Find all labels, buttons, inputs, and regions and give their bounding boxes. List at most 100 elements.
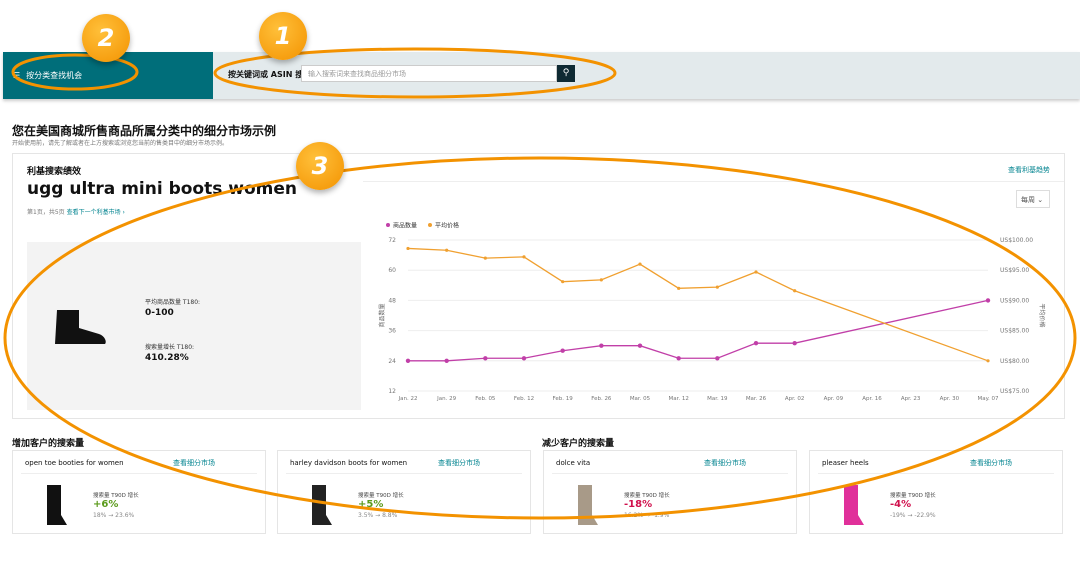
growth-range: 16.2% → -1.9% (624, 512, 670, 519)
data-point (677, 286, 681, 290)
data-point (985, 298, 991, 303)
data-point (753, 340, 759, 346)
y-tick-label: 72 (388, 237, 396, 244)
niche-card: open toe booties for women 查看细分市场 搜索量 T9… (12, 450, 266, 534)
top-bar: ☰ 按分类查找机会 按关键词或 ASIN 搜索 输入搜索词来查找商品细分市场 ⚲ (3, 52, 1080, 99)
data-point (560, 348, 565, 353)
data-point (405, 358, 411, 363)
growth-percent: -4% (890, 499, 912, 510)
data-point (445, 248, 449, 252)
legend-label: 平均价格 (435, 222, 459, 230)
x-tick-label: Feb. 12 (514, 396, 534, 402)
x-tick-label: Apr. 16 (862, 396, 882, 402)
metric-label: 搜索量 T90D 增长 (358, 493, 404, 499)
next-niche-link[interactable]: 查看下一个利基市场 › (66, 209, 125, 216)
product-image (47, 485, 67, 525)
data-point (793, 289, 797, 293)
data-point (521, 356, 527, 361)
data-point (483, 256, 487, 260)
annotation-badge: 1 (259, 12, 307, 60)
niche-keyword: ugg ultra mini boots women (27, 179, 297, 199)
legend-marker (386, 223, 390, 227)
x-tick-label: Apr. 23 (901, 396, 921, 402)
niche-card: dolce vita 查看细分市场 搜索量 T90D 增长 -18% 16.2%… (543, 450, 797, 534)
y-tick-label: 48 (388, 297, 396, 304)
y2-tick-label: US$100.00 (1000, 237, 1033, 244)
y2-tick-label: US$85.00 (1000, 328, 1029, 335)
y2-axis-label: 平均价格 (1038, 303, 1046, 327)
growth-range: 18% → 23.6% (93, 512, 135, 519)
metric-avg-products: 平均商品数量 T180: 0-100 (145, 299, 201, 318)
series-line (407, 247, 989, 362)
metric-label: 搜索量 T90D 增长 (890, 493, 936, 499)
data-point (715, 285, 719, 289)
y2-tick-label: US$90.00 (1000, 297, 1029, 304)
period-select[interactable]: 每周 ⌄ (1016, 190, 1050, 208)
data-point (792, 340, 797, 346)
x-tick-label: Jan. 22 (398, 396, 418, 402)
annotation-badge: 3 (296, 142, 344, 190)
niche-name: dolce vita (556, 459, 591, 467)
y2-tick-label: US$75.00 (1000, 388, 1029, 395)
niche-name: open toe booties for women (25, 459, 124, 467)
pagination: 第1页，共5页 查看下一个利基市场 › (27, 209, 125, 216)
metric-label: 搜索量 T90D 增长 (93, 493, 139, 499)
data-point (754, 270, 758, 274)
x-tick-label: Apr. 30 (940, 396, 960, 402)
y-tick-label: 24 (388, 358, 396, 365)
y2-tick-label: US$95.00 (1000, 267, 1029, 274)
data-point (715, 356, 720, 361)
growth-percent: +5% (358, 499, 384, 510)
x-tick-label: Jan. 29 (436, 396, 456, 402)
menu-icon: ☰ (13, 71, 21, 80)
search-icon: ⚲ (562, 68, 570, 78)
niche-name: harley davidson boots for women (290, 459, 408, 467)
niche-card: pleaser heels 查看细分市场 搜索量 T90D 增长 -4% -19… (809, 450, 1063, 534)
legend-label: 商品数量 (393, 222, 417, 230)
niche-performance-card: 利基搜索绩效 ugg ultra mini boots women 第1页，共5… (12, 153, 1065, 419)
divider (363, 181, 1064, 182)
data-point (986, 359, 990, 363)
y2-tick-label: US$80.00 (1000, 358, 1029, 365)
product-image (844, 485, 864, 525)
data-point (676, 356, 681, 361)
view-niche-link[interactable]: 查看细分市场 (173, 459, 215, 467)
x-tick-label: Feb. 05 (475, 396, 496, 402)
data-point (599, 343, 604, 348)
x-tick-label: Mar. 12 (668, 396, 688, 402)
product-panel: 平均商品数量 T180: 0-100 搜索量增长 T180: 410.28% (27, 242, 361, 410)
data-point (522, 255, 526, 259)
x-tick-label: Mar. 26 (746, 396, 767, 402)
y-axis-label: 商品数量 (378, 303, 386, 327)
increase-title: 增加客户的搜索量 (12, 439, 85, 449)
niche-card: harley davidson boots for women 查看细分市场 搜… (277, 450, 531, 534)
x-tick-label: Mar. 19 (707, 396, 728, 402)
x-tick-label: Apr. 09 (824, 396, 844, 402)
growth-range: 3.5% → 8.8% (358, 512, 398, 519)
growth-range: -19% → -22.9% (890, 512, 936, 519)
growth-percent: +6% (93, 499, 119, 510)
page-title: 您在美国商城所售商品所属分类中的细分市场示例 (12, 124, 277, 138)
search-button[interactable]: ⚲ (557, 65, 575, 82)
product-image (312, 485, 332, 525)
niche-name: pleaser heels (822, 459, 869, 467)
niche-trend-link[interactable]: 查看利基趋势 (1008, 166, 1050, 174)
x-tick-label: Feb. 19 (553, 396, 574, 402)
metric-label: 搜索量 T90D 增长 (624, 493, 670, 499)
x-tick-label: Feb. 26 (591, 396, 612, 402)
data-point (637, 343, 643, 348)
search-input[interactable]: 输入搜索词来查找商品细分市场 (301, 65, 557, 82)
x-tick-label: Mar. 05 (630, 396, 651, 402)
x-tick-label: Apr. 02 (785, 396, 805, 402)
data-point (406, 246, 410, 251)
decrease-title: 减少客户的搜索量 (542, 439, 615, 449)
growth-percent: -18% (624, 499, 653, 510)
view-niche-link[interactable]: 查看细分市场 (704, 459, 746, 467)
metric-search-growth: 搜索量增长 T180: 410.28% (145, 344, 195, 363)
view-niche-link[interactable]: 查看细分市场 (970, 459, 1012, 467)
view-niche-link[interactable]: 查看细分市场 (438, 459, 480, 467)
search-label: 按关键词或 ASIN 搜索 (228, 70, 312, 79)
annotation-badge: 2 (82, 14, 130, 62)
data-point (444, 358, 449, 363)
product-image (578, 485, 598, 525)
